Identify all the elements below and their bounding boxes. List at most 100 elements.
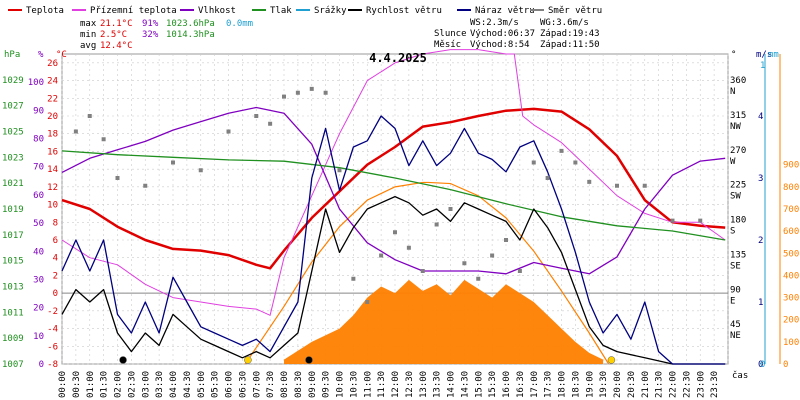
- moon-set: Západ:11:50: [540, 40, 600, 50]
- wind-direction-point: [87, 114, 92, 118]
- hpa-tick: 1013: [2, 283, 24, 293]
- time-tick: 05:30: [211, 371, 221, 398]
- percent-tick: 70: [33, 163, 44, 173]
- direction-name: NE: [730, 331, 741, 341]
- wind-direction-point: [254, 114, 259, 118]
- hpa-tick: 1023: [2, 153, 24, 163]
- hpa-tick: 1017: [2, 231, 24, 241]
- stat-value: max: [80, 19, 97, 29]
- direction-name: W: [730, 157, 736, 167]
- celsius-tick: 2: [53, 271, 58, 281]
- legend-label: Tlak: [270, 6, 292, 16]
- hpa-tick: 1021: [2, 179, 24, 189]
- direction-name: SW: [730, 192, 741, 202]
- time-tick: 03:30: [155, 371, 165, 398]
- celsius-tick: -8: [47, 360, 58, 370]
- stats-panel: max 21.1°C 91% 1023.6hPa 0.0mm min 2.5°C 32% 101…: [80, 19, 253, 51]
- time-tick: 15:00: [474, 371, 484, 398]
- solar-layer: [244, 181, 610, 365]
- percent-tick: 10: [33, 332, 44, 342]
- time-tick: 17:00: [530, 371, 540, 398]
- time-tick: 02:30: [127, 371, 137, 398]
- time-tick: 11:00: [363, 371, 373, 398]
- legend-label: Teplota: [26, 6, 64, 16]
- wind-direction-point: [73, 129, 78, 134]
- event-marker: [244, 356, 252, 364]
- time-tick: 10:00: [336, 371, 346, 398]
- time-tick: 00:30: [72, 371, 82, 398]
- time-tick: 03:00: [141, 371, 151, 398]
- solar-tick: 0: [783, 360, 788, 370]
- percent-tick: 80: [33, 135, 44, 145]
- stat-value: 12.4°C: [100, 41, 133, 51]
- wind-direction-point: [365, 300, 370, 304]
- direction-tick: 180: [730, 216, 746, 226]
- celsius-tick: -4: [47, 325, 58, 335]
- wind-direction-point: [462, 261, 467, 266]
- direction-tick: 45: [730, 320, 741, 330]
- hpa-tick: 1019: [2, 205, 24, 215]
- direction-unit: °: [731, 50, 736, 60]
- hpa-unit: hPa: [4, 50, 20, 60]
- solar-tick: 900: [783, 161, 799, 171]
- time-tick: 09:30: [322, 371, 332, 398]
- event-marker: [305, 356, 313, 364]
- celsius-tick: 12: [47, 183, 58, 193]
- wind-direction-point: [573, 160, 578, 165]
- solar-tick: 300: [783, 294, 799, 304]
- wind-unit: m/s: [756, 50, 772, 60]
- wind-tick: 3: [758, 174, 763, 184]
- wind-direction-point: [295, 90, 300, 95]
- time-tick: 13:30: [433, 371, 443, 398]
- direction-tick: 135: [730, 250, 746, 260]
- wind-direction-point: [393, 230, 397, 235]
- series-line-přízemní-teplota: [61, 49, 726, 316]
- stat-value: avg: [80, 41, 96, 51]
- time-tick: 11:30: [377, 371, 387, 398]
- direction-name: SE: [730, 261, 741, 271]
- wind-tick: 2: [758, 236, 763, 246]
- legend-label: Náraz větru: [475, 6, 535, 16]
- hpa-tick: 1007: [2, 360, 24, 370]
- stat-value: min: [80, 30, 96, 40]
- celsius-tick: 6: [53, 236, 58, 246]
- wind-direction-point: [101, 137, 106, 142]
- time-tick: 19:00: [585, 371, 595, 398]
- stat-value: 0.0mm: [226, 19, 253, 29]
- celsius-tick: 4: [53, 254, 58, 264]
- time-tick: 13:00: [419, 371, 429, 398]
- wind-direction-point: [115, 176, 120, 180]
- stat-value: 32%: [142, 30, 159, 40]
- direction-tick: 90: [730, 285, 741, 295]
- sun-label: Slunce: [434, 29, 467, 39]
- wind-tick: 1: [758, 298, 763, 308]
- rain-unit: mm: [768, 50, 779, 60]
- celsius-unit: °C: [56, 50, 67, 60]
- series-layer: [61, 49, 726, 365]
- time-tick: 19:30: [599, 371, 609, 398]
- legend-label: Přízemní teplota: [90, 6, 177, 16]
- time-tick: 14:00: [447, 371, 457, 398]
- direction-tick: 270: [730, 146, 746, 156]
- celsius-tick: 10: [47, 201, 58, 211]
- series-line-vlhkost: [61, 106, 726, 275]
- time-tick: 01:00: [86, 371, 96, 398]
- time-tick: 12:00: [391, 371, 401, 398]
- wind-direction-point: [531, 160, 536, 165]
- hpa-tick: 1025: [2, 128, 24, 138]
- time-tick: 06:30: [238, 371, 248, 398]
- wind-direction-point: [420, 269, 425, 273]
- percent-tick: 0: [39, 360, 44, 370]
- celsius-tick: 18: [47, 130, 58, 140]
- series-line-teplota: [61, 107, 726, 270]
- celsius-tick: 0: [53, 289, 58, 299]
- solar-tick: 700: [783, 205, 799, 215]
- celsius-tick: 16: [47, 147, 58, 157]
- wind-direction-point: [406, 245, 411, 250]
- stat-value: 91%: [142, 19, 159, 29]
- direction-name: NW: [730, 122, 741, 132]
- direction-name: S: [730, 227, 735, 237]
- wind-tick: 4: [758, 112, 763, 122]
- solar-tick: 500: [783, 249, 799, 259]
- time-tick: 23:00: [696, 371, 706, 398]
